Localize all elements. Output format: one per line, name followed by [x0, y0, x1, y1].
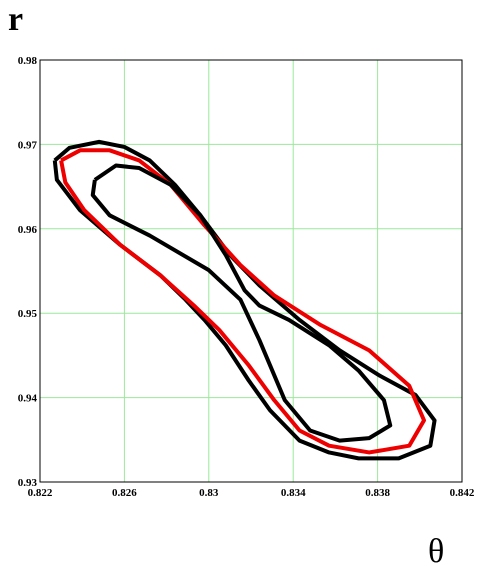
- x-tick-label: 0.834: [281, 487, 306, 499]
- plot-frame: [39, 59, 463, 483]
- y-tick-label: 0.96: [18, 224, 38, 236]
- x-tick-label: 0.842: [450, 487, 475, 499]
- curve: [90, 163, 393, 443]
- y-tick-label: 0.98: [18, 55, 38, 67]
- y-axis-label: r: [8, 1, 23, 38]
- x-axis-label: θ: [428, 533, 444, 570]
- y-tick-label: 0.93: [18, 477, 38, 489]
- x-tick-label: 0.826: [112, 487, 137, 499]
- y-tick-label: 0.97: [18, 139, 38, 151]
- x-tick-label: 0.838: [365, 487, 390, 499]
- y-tick-label: 0.94: [18, 393, 38, 405]
- y-tick-label: 0.95: [18, 308, 38, 320]
- x-tick-label: 0.822: [28, 487, 53, 499]
- x-tick-label: 0.83: [199, 487, 219, 499]
